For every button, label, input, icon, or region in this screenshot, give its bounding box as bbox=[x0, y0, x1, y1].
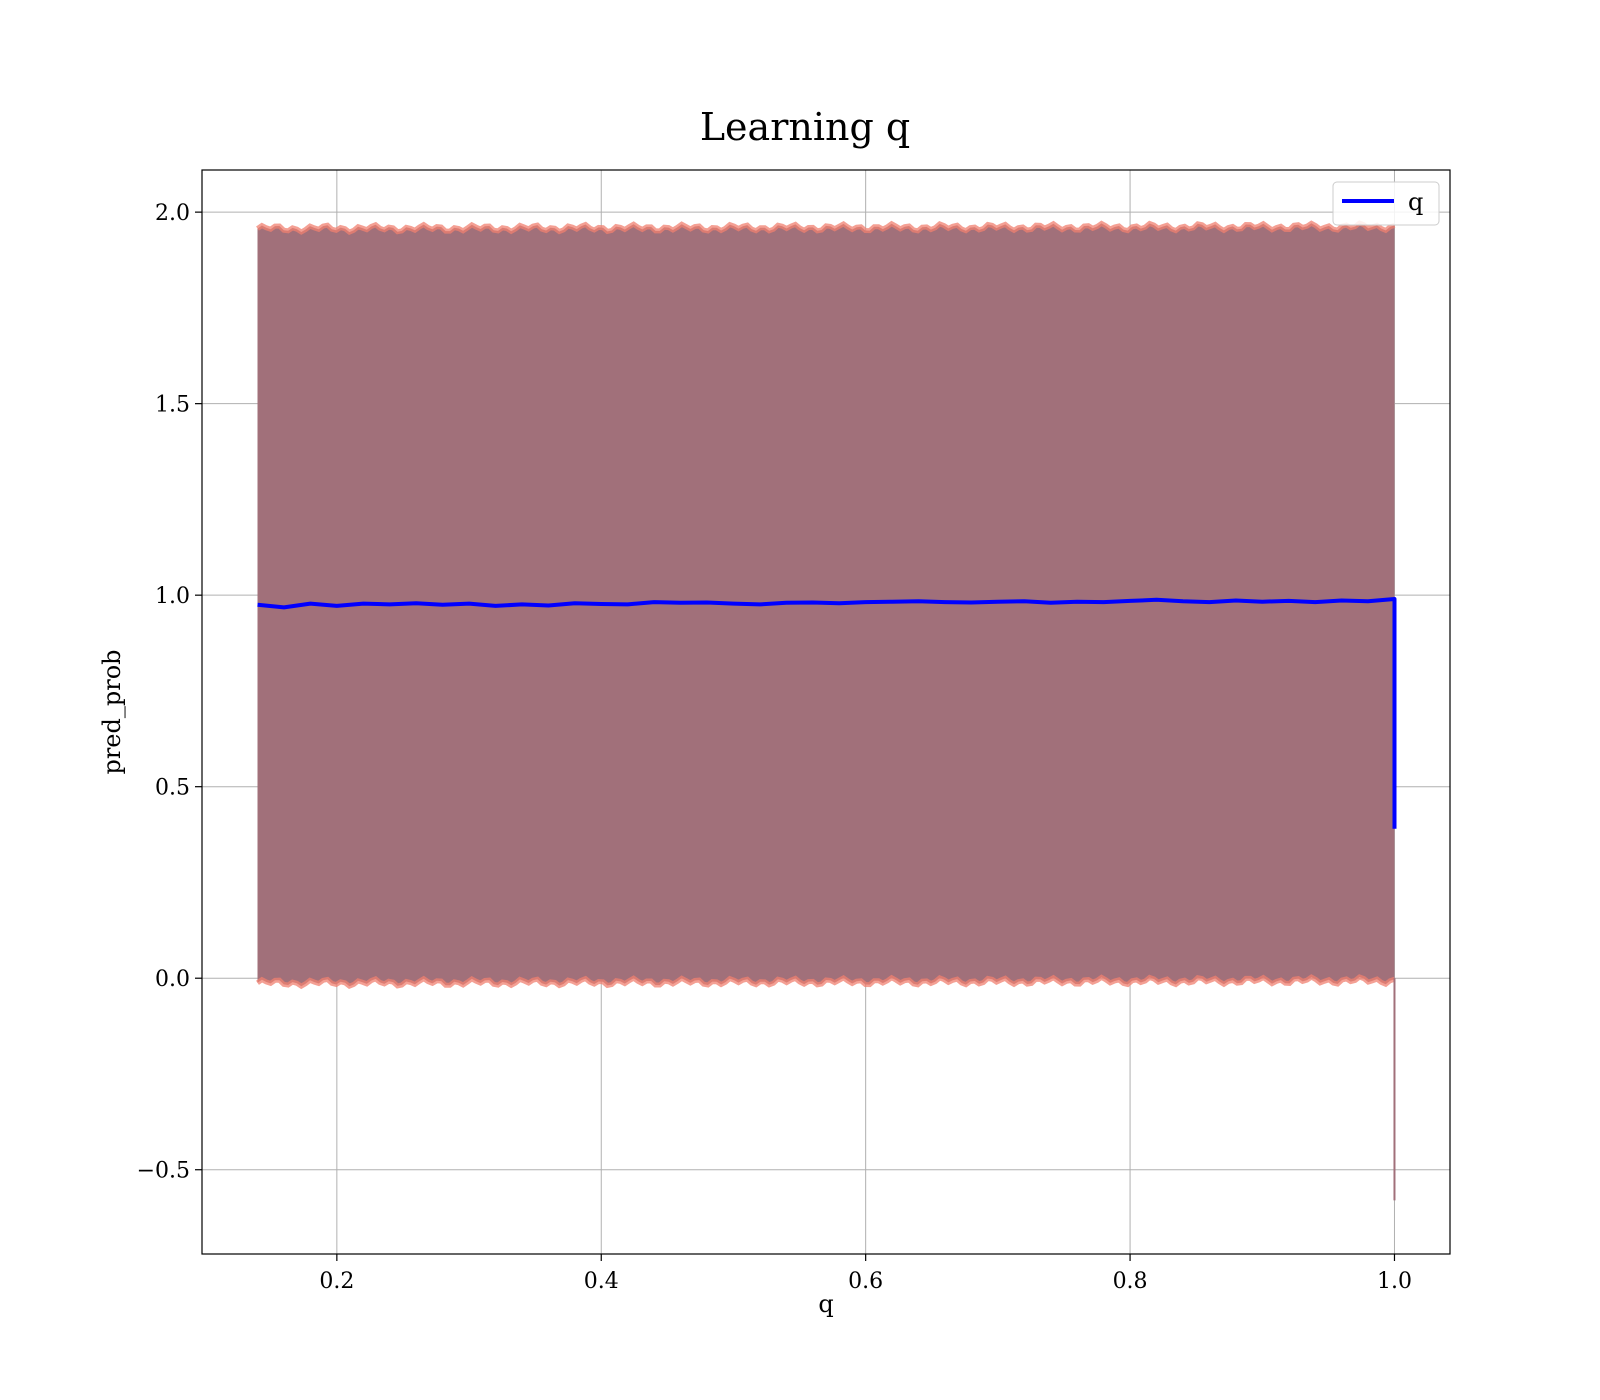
x-tick-label: 0.2 bbox=[319, 1269, 354, 1294]
x-tick-label: 0.4 bbox=[584, 1269, 619, 1294]
y-tick-label: −0.5 bbox=[137, 1159, 190, 1184]
band-upper-edge bbox=[256, 220, 1396, 235]
y-tick-label: 0.5 bbox=[155, 776, 190, 801]
legend-label-q: q bbox=[1408, 188, 1423, 216]
band-lower-edge bbox=[256, 974, 1396, 990]
x-tick-label: 1.0 bbox=[1377, 1269, 1412, 1294]
x-tick-label: 0.6 bbox=[848, 1269, 883, 1294]
y-axis-ticks: −0.5 0.0 0.5 1.0 1.5 2.0 bbox=[137, 201, 202, 1184]
x-axis-ticks: 0.2 0.4 0.6 0.8 1.0 bbox=[319, 1254, 1412, 1294]
legend-frame bbox=[1332, 181, 1440, 226]
legend: q bbox=[1332, 181, 1440, 226]
y-tick-label: 0.0 bbox=[155, 967, 190, 992]
y-axis-label: pred_prob bbox=[98, 649, 126, 774]
y-tick-label: 1.0 bbox=[155, 584, 190, 609]
y-tick-label: 1.5 bbox=[155, 393, 190, 418]
plot-frame bbox=[201, 169, 1451, 1255]
series-line-q bbox=[257, 597, 1397, 829]
chart-title: Learning q bbox=[700, 105, 910, 149]
series-lines bbox=[257, 597, 1397, 829]
x-axis-label: q bbox=[818, 1290, 833, 1318]
y-tick-label: 2.0 bbox=[155, 201, 190, 226]
x-tick-label: 0.8 bbox=[1113, 1269, 1148, 1294]
